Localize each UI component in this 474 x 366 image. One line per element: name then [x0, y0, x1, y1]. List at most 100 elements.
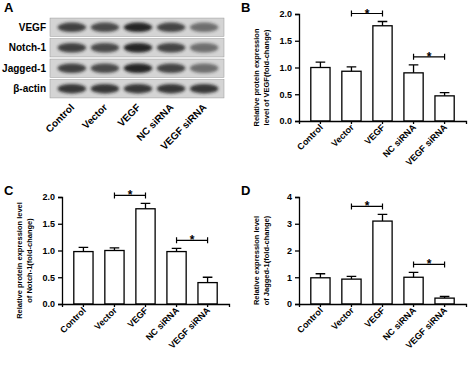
- blot-band: [190, 63, 218, 73]
- y-axis-line: [58, 198, 63, 305]
- y-tick-mark: [295, 304, 299, 305]
- x-tick-label: Vector: [329, 305, 356, 332]
- y-tick: 2: [287, 246, 299, 256]
- x-tick: VEGF siRNA: [167, 304, 213, 351]
- x-tick-label: Control: [295, 122, 325, 152]
- protein-label: Jagged-1: [2, 63, 46, 74]
- x-tick-mark: [320, 121, 321, 124]
- blot-band: [58, 43, 86, 53]
- y-tick-label: 3: [287, 219, 292, 229]
- y-tick-label: 0.0: [279, 116, 292, 126]
- marks: [311, 214, 454, 304]
- y-tick-mark: [58, 224, 62, 225]
- bar: [105, 251, 124, 305]
- x-tick-mark: [320, 304, 321, 307]
- bar: [435, 96, 454, 121]
- blot-band: [190, 43, 218, 53]
- x-tick-mark: [351, 304, 352, 307]
- bar: [136, 209, 155, 304]
- bar: [167, 252, 186, 304]
- blot-band: [58, 84, 86, 94]
- y-tick-label: 0.5: [42, 273, 55, 283]
- y-tick-label: 2.0: [279, 9, 292, 19]
- y-tick-mark: [295, 224, 299, 225]
- y-axis: 0.00.51.01.52.0: [42, 192, 62, 309]
- y-axis-title: Relative protein expression: [252, 28, 261, 126]
- blot-band: [190, 84, 218, 94]
- y-tick: 1: [287, 273, 299, 283]
- chart-panel: 0.00.51.01.52.0ControlVectorVEGFNC siRNA…: [4, 183, 230, 351]
- blot-band: [91, 22, 119, 32]
- significance-label: *: [190, 233, 195, 247]
- chart-panel: 0.00.51.01.52.0ControlVectorVEGFNC siRNA…: [241, 0, 467, 168]
- bar: [198, 283, 217, 304]
- blot-band: [124, 22, 152, 32]
- x-tick: VEGF: [126, 304, 151, 330]
- panel-a: AVEGFNotch-1Jagged-1β-actinControlVector…: [2, 0, 224, 152]
- x-tick: Vector: [329, 304, 356, 332]
- blot-band: [58, 22, 86, 32]
- blot-band: [190, 22, 218, 32]
- protein-label: β-actin: [13, 83, 46, 94]
- significance-label: *: [427, 257, 432, 271]
- y-axis-title: Relative protein expression level: [15, 202, 24, 319]
- y-tick-label: 2.0: [42, 192, 55, 202]
- y-tick-mark: [295, 41, 299, 42]
- error-bar: [141, 203, 151, 208]
- error-bar: [409, 272, 419, 277]
- x-tick-mark: [413, 304, 414, 307]
- blot-strip: [50, 59, 224, 77]
- plot-area: 0.00.51.01.52.0ControlVectorVEGFNC siRNA…: [42, 188, 229, 350]
- bar: [404, 73, 423, 121]
- marks: [74, 203, 217, 304]
- x-tick-label: VEGF: [363, 305, 388, 330]
- x-tick-mark: [83, 304, 84, 307]
- y-axis-line: [295, 15, 300, 122]
- x-tick: Vector: [92, 304, 119, 332]
- y-tick: 0.0: [42, 299, 62, 309]
- bar: [373, 26, 392, 121]
- bar: [373, 221, 392, 304]
- blot-band: [58, 63, 86, 73]
- blot-band: [124, 43, 152, 53]
- x-tick-label: VEGF siRNA: [404, 122, 450, 168]
- y-axis-line: [295, 198, 300, 305]
- blot-band: [124, 84, 152, 94]
- error-bar: [172, 248, 182, 251]
- x-tick-mark: [444, 121, 445, 124]
- blot-strip: [50, 39, 224, 57]
- x-tick: VEGF siRNA: [404, 304, 450, 351]
- protein-label: Notch-1: [9, 42, 47, 53]
- bar: [342, 71, 361, 121]
- x-tick: Control: [58, 304, 88, 335]
- x-tick: Vector: [329, 121, 356, 149]
- y-tick-label: 0: [287, 299, 292, 309]
- y-tick-mark: [295, 67, 299, 68]
- error-bar: [347, 67, 357, 71]
- bar: [435, 298, 454, 304]
- y-axis: 0.00.51.01.52.0: [279, 9, 299, 126]
- y-axis-title: of Notch-1(fold-change): [25, 218, 34, 303]
- x-tick-label: Control: [58, 305, 88, 335]
- blot-band: [124, 63, 152, 73]
- panel-label: A: [4, 0, 14, 15]
- x-tick-label: VEGF: [363, 122, 388, 147]
- x-tick: Control: [295, 304, 325, 335]
- y-tick-mark: [295, 197, 299, 198]
- blot-band: [157, 22, 185, 32]
- error-bar: [440, 297, 450, 299]
- plot-area: 0.00.51.01.52.0ControlVectorVEGFNC siRNA…: [279, 6, 466, 167]
- x-axis: ControlVectorVEGFNC siRNAVEGF siRNA: [295, 121, 466, 168]
- y-tick-label: 0.5: [279, 90, 292, 100]
- x-tick-label: VEGF: [126, 305, 151, 330]
- y-tick-mark: [58, 277, 62, 278]
- error-bar: [378, 214, 388, 221]
- panel-label: D: [241, 183, 250, 198]
- marks: [311, 21, 454, 121]
- significance-label: *: [365, 6, 370, 20]
- lane-label: VEGF siRNA: [158, 102, 208, 152]
- blot-strip: [50, 80, 224, 98]
- y-axis-title: Relative expression level: [252, 216, 261, 305]
- blot-band: [157, 84, 185, 94]
- figure: AVEGFNotch-1Jagged-1β-actinControlVector…: [0, 0, 474, 366]
